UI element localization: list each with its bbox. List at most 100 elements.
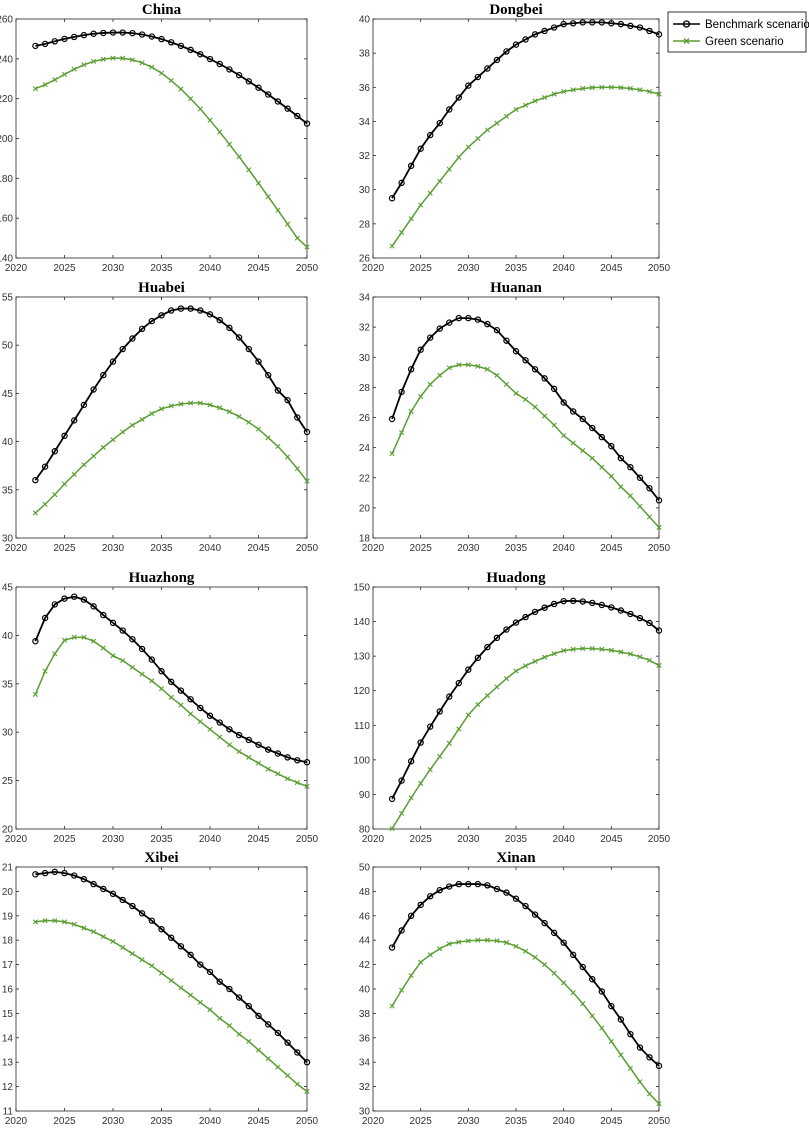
panel-huabei-benchmark-scenario-point: [129, 335, 136, 342]
panel-huazhong-green-scenario-point: [168, 694, 174, 700]
panel-china-benchmark-scenario-point: [235, 71, 243, 79]
panel-huabei-benchmark-scenario-point: [70, 417, 78, 424]
panel-xinan-benchmark-scenario-point: [388, 944, 396, 951]
panel-xibei-benchmark-scenario-point: [41, 869, 49, 877]
panel-huabei-green-scenario-point: [188, 400, 194, 406]
panel-xibei-benchmark-scenario-point: [129, 902, 136, 910]
panel-xinan-title: Xinan: [496, 850, 536, 866]
panel-huanan-benchmark-scenario-point: [484, 320, 491, 328]
panel-xibei-benchmark-scenario-point: [61, 869, 68, 877]
panel-huabei-benchmark-scenario-point: [284, 396, 291, 404]
panel-china-benchmark-scenario-point: [129, 29, 136, 37]
panel-china-green-scenario-point: [207, 117, 213, 123]
panel-huazhong-benchmark-scenario-point: [235, 731, 243, 739]
panel-huazhong-ytick-label: 40: [2, 631, 14, 642]
panel-huanan-green-scenario-point: [542, 413, 548, 419]
panel-huazhong-benchmark-scenario-point: [226, 726, 233, 733]
panel-dongbei-green-scenario-point: [599, 84, 605, 90]
panel-huabei-benchmark-scenario-point: [294, 414, 301, 421]
panel-china-ytick-label: 140: [0, 254, 13, 265]
panel-xibei-green-scenario-point: [285, 1073, 291, 1079]
panel-china-benchmark-scenario-point: [90, 30, 97, 37]
panel-dongbei-benchmark-scenario-point: [579, 19, 586, 26]
panel-huanan-green-scenario-point: [589, 455, 595, 461]
panel-huadong-benchmark-scenario-point: [436, 708, 443, 715]
panel-huadong-green-scenario-point: [627, 651, 633, 657]
panel-dongbei-ytick-label: 28: [359, 219, 371, 230]
panel-huadong-green-scenario-point: [389, 826, 395, 832]
panel-china-benchmark-scenario-point: [158, 35, 165, 43]
panel-huadong-green-scenario-point: [580, 645, 586, 652]
panel-huanan-benchmark-scenario-point: [579, 415, 586, 423]
panel-huanan-green-scenario-point: [522, 396, 529, 403]
panel-dongbei-benchmark-scenario-point: [560, 20, 567, 28]
panel-huazhong-green-scenario-point: [217, 734, 223, 740]
panel-dongbei-ytick-label: 34: [359, 117, 371, 128]
panel-huazhong-title: Huazhong: [129, 570, 195, 586]
panel-huazhong-green-scenario-point: [285, 776, 291, 782]
panel-xibei-xtick-label: 2050: [296, 1116, 319, 1127]
panel-xibei-green-scenario-point: [32, 919, 38, 925]
panel-xinan-ytick-label: 48: [359, 887, 371, 898]
panel-xibei-green-scenario-point: [71, 921, 77, 927]
panel-xibei-green-scenario-point: [139, 957, 145, 963]
panel-huabei-benchmark-scenario-line: [34, 307, 308, 481]
panel-huadong-green-scenario-point: [427, 766, 433, 773]
panel-huanan-axes-box: [372, 296, 660, 539]
panel-huazhong-benchmark-scenario-point: [138, 645, 146, 653]
panel-huadong-xtick-label: 2050: [648, 834, 671, 845]
panel-huabei-green-scenario-point: [285, 454, 291, 460]
panel-dongbei-green-scenario-point: [456, 154, 462, 160]
panel-china-green-scenario-point: [285, 221, 291, 227]
panel-china-benchmark-scenario-point: [245, 78, 252, 85]
panel-huazhong-green-scenario-point: [207, 726, 213, 732]
panel-huanan-benchmark-scenario-point: [398, 388, 405, 396]
panel-dongbei-green-scenario-point: [408, 216, 414, 222]
panel-xinan-benchmark-scenario-line: [391, 883, 660, 1067]
panel-huabei-benchmark-scenario-point: [158, 312, 165, 319]
panel-huadong-benchmark-scenario-point: [398, 777, 405, 784]
panel-huadong-benchmark-scenario-point: [388, 795, 396, 803]
panel-huazhong-benchmark-scenario-point: [51, 601, 59, 608]
panel-huabei-benchmark-scenario-point: [226, 324, 233, 332]
panel-china-green-scenario-point: [139, 60, 145, 66]
panel-xibei-green-scenario-point: [246, 1038, 252, 1045]
panel-huadong-xtick-label: 2045: [600, 834, 623, 845]
panel-xinan-ytick-label: 40: [359, 985, 371, 996]
panel-huanan-benchmark-scenario-point: [617, 454, 625, 462]
panel-dongbei-benchmark-scenario-point: [598, 19, 606, 26]
panel-dongbei-ytick-label: 32: [359, 151, 371, 162]
panel-china-green-scenario-point: [255, 180, 262, 186]
panel-huazhong-benchmark-scenario-point: [148, 656, 155, 663]
panel-xinan-benchmark-scenario-point: [570, 951, 577, 959]
panel-xinan-benchmark-scenario-point: [398, 927, 405, 934]
panel-huabei-green-scenario-point: [275, 443, 281, 450]
panel-china-green-scenario-point: [226, 141, 232, 147]
panel-china-benchmark-scenario-point: [41, 40, 49, 48]
panel-xinan-green-scenario-point: [484, 937, 490, 943]
panel-xinan-green-scenario-point: [408, 972, 414, 979]
panel-xibei-benchmark-scenario-point: [51, 868, 59, 876]
panel-huazhong-benchmark-scenario-point: [90, 603, 97, 610]
panel-huanan-green-scenario-point: [456, 362, 462, 368]
panel-huanan-green-scenario-point: [503, 381, 510, 387]
panel-huabei-ytick-label: 45: [2, 389, 14, 400]
panel-huanan-green-scenario-point: [646, 514, 653, 520]
panel-china-xtick-label: 2025: [53, 263, 76, 274]
panel-xibei-axes-box: [15, 866, 308, 1112]
panel-huadong-benchmark-scenario-point: [636, 614, 644, 622]
panel-xinan-green-scenario-point: [418, 959, 424, 965]
panel-xinan-xtick-label: 2040: [553, 1116, 576, 1127]
panel-huanan-xtick-label: 2035: [505, 543, 528, 554]
panel-dongbei-ytick-label: 30: [359, 185, 371, 196]
panel-huadong: Huadong 2020 2025 2030 2035 2040 2045 2050 80 90 1…: [353, 570, 670, 845]
panel-china-benchmark-scenario-point: [187, 46, 194, 54]
panel-huadong-ytick-label: 130: [353, 652, 370, 663]
panel-xibei-ytick-label: 14: [2, 1033, 14, 1044]
panel-huanan-green-scenario-point: [627, 493, 633, 499]
panel-huanan-green-scenario-point: [437, 372, 443, 378]
panel-xibei-benchmark-scenario-point: [80, 876, 88, 883]
panel-huabei-benchmark-scenario-point: [177, 305, 185, 312]
panel-huanan: Huanan 2020 2025 2030 2035 2040 2045 2050 18 20 22…: [359, 280, 671, 554]
panel-huanan-benchmark-scenario-point: [627, 464, 634, 471]
